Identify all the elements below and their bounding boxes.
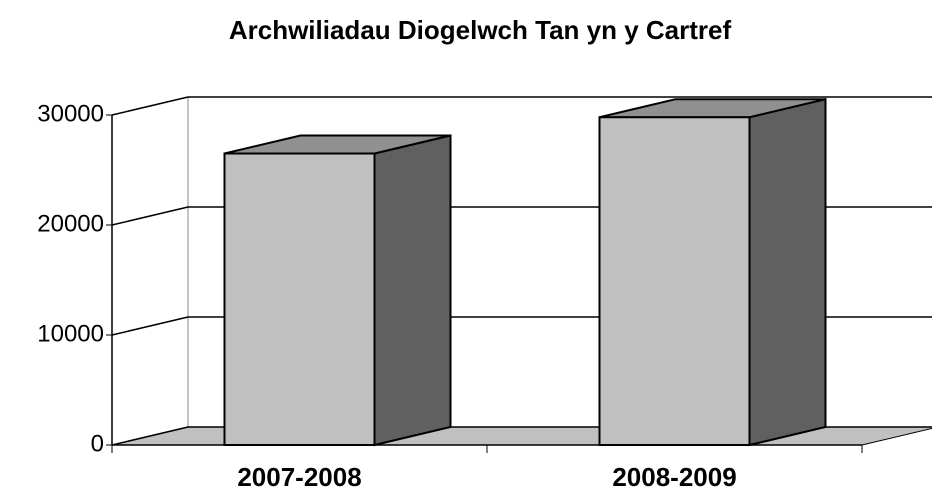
- bar-front: [223, 152, 376, 446]
- y-tick-label: 20000: [37, 210, 104, 237]
- y-tick-label: 0: [91, 430, 104, 457]
- x-tick-label: 2007-2008: [237, 462, 361, 492]
- bar: [223, 134, 452, 447]
- y-tick-label: 30000: [37, 100, 104, 127]
- grid-line: [111, 96, 189, 116]
- grid-line: [111, 206, 189, 226]
- bar-front: [598, 116, 751, 446]
- bar-side: [748, 97, 827, 447]
- bar: [598, 97, 827, 447]
- grid-line: [111, 316, 189, 336]
- bar-side: [373, 134, 452, 447]
- y-tick-label: 10000: [37, 320, 104, 347]
- chart-title: Archwiliadau Diogelwch Tan yn y Cartref: [229, 15, 732, 45]
- grid-line: [111, 426, 189, 446]
- x-tick-label: 2008-2009: [612, 462, 736, 492]
